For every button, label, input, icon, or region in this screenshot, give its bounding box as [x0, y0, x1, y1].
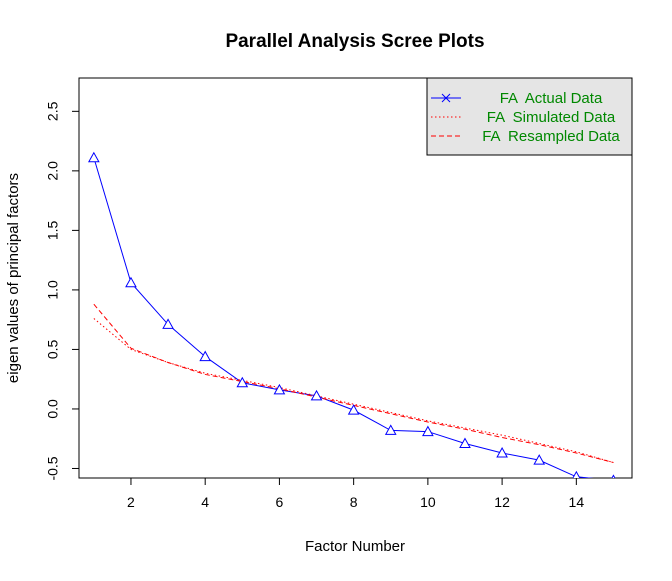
y-tick-label: 1.5	[45, 220, 61, 240]
legend-label-1: FA Actual Data	[500, 90, 603, 107]
data-point	[125, 276, 137, 288]
data-point	[533, 454, 546, 465]
data-point	[384, 424, 397, 435]
data-point	[347, 404, 360, 415]
legend-marker-icon	[441, 93, 451, 103]
data-point	[162, 318, 174, 329]
data-point	[611, 474, 616, 478]
data-point	[199, 350, 212, 362]
y-tick-label: 0.5	[45, 339, 61, 359]
x-axis-label: Factor Number	[305, 538, 405, 555]
x-tick-label: 8	[350, 494, 358, 510]
x-tick-label: 4	[201, 494, 209, 510]
y-tick-label: 0.0	[45, 399, 61, 419]
x-axis: 2 4 6 8 10 12 14	[127, 478, 584, 510]
y-tick-label: -0.5	[45, 456, 61, 480]
x-tick-label: 14	[569, 494, 585, 510]
plot-frame	[78, 77, 633, 479]
series-layer	[87, 151, 616, 478]
x-tick-label: 2	[127, 494, 135, 510]
legend-box	[426, 77, 633, 156]
y-tick-label: 2.0	[45, 161, 61, 181]
data-point	[422, 425, 434, 437]
data-point	[496, 446, 508, 458]
y-axis-label: eigen values of principal factors	[5, 173, 22, 383]
data-point	[273, 383, 286, 395]
y-tick-label: 2.5	[45, 101, 61, 121]
data-point	[87, 151, 100, 163]
data-point	[459, 437, 471, 448]
legend: FA Actual Data FA Simulated Data FA Resamp…	[426, 77, 633, 156]
legend-label-2: FA Simulated Data	[487, 109, 616, 126]
y-axis: -0.5 0.0 0.5 1.0 1.5 2.0 2.5	[45, 101, 79, 481]
chart-title: Parallel Analysis Scree Plots	[225, 31, 484, 52]
x-tick-label: 10	[420, 494, 436, 510]
legend-label-3: FA Resampled Data	[482, 128, 620, 145]
y-tick-label: 1.0	[45, 280, 61, 300]
data-point	[572, 470, 581, 478]
data-point	[236, 376, 249, 388]
series-line-2	[93, 318, 614, 464]
x-tick-label: 6	[276, 494, 284, 510]
data-point	[310, 389, 323, 401]
x-tick-label: 12	[494, 494, 510, 510]
